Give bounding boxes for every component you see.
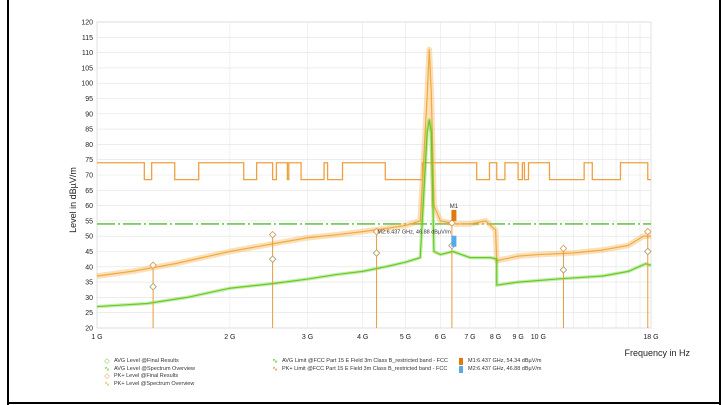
x-tick-label: 9 G (512, 334, 523, 341)
legend-entry: ∿ AVG Limit @FCC Part 15 E Field 3m Class… (268, 358, 448, 366)
legend-entry: ∿ PK+ Limit @FCC Part 15 E Field 3m Class… (268, 366, 448, 374)
wave-icon: ∿ (272, 358, 278, 365)
y-tick-label: 90 (85, 111, 93, 118)
pk-final-result-point (149, 261, 157, 270)
x-tick-label: 2 G (224, 334, 235, 341)
legend-left: ◇ AVG Level @Final Results ∿ AVG Level @Spe… (100, 358, 195, 388)
y-tick-label: 30 (85, 295, 93, 302)
avg-final-result-point (372, 249, 381, 257)
legend-entry-label: PK+ Level @Spectrum Overview (114, 380, 195, 387)
pk-final-result-point (559, 244, 568, 253)
x-tick-label: 3 G (302, 334, 313, 341)
legend-entry-label: M2:6.437 GHz, 46.88 dBµV/m (468, 365, 542, 372)
y-tick-label: 110 (82, 50, 93, 57)
y-tick-label: 105 (81, 65, 93, 72)
x-tick-label: 6 G (435, 334, 446, 341)
pk-final-result-point (643, 227, 652, 236)
marker-layer: M1 M2:6.437 GHz, 46.88 dBµV/m (377, 204, 459, 247)
y-tick-label: 20 (85, 326, 93, 333)
avg-final-result-point (149, 282, 157, 291)
y-axis-label: Level in dBµV/m (68, 167, 78, 233)
y-tick-label: 75 (85, 157, 93, 164)
marker-square-icon (459, 365, 463, 373)
legend-entry-label: PK+ Limit @FCC Part 15 E Field 3m Class … (282, 365, 448, 372)
tick-labels: 20 25 30 35 40 45 50 55 60 65 70 75 80 85 90 95 100 105 11… (81, 20, 658, 342)
legend-entry-label: AVG Level @Spectrum Overview (114, 365, 195, 372)
x-tick-label: 4 G (357, 334, 368, 341)
avg-final-result-point (268, 255, 277, 263)
y-tick-label: 70 (85, 173, 93, 180)
x-tick-label: 7 G (464, 334, 475, 341)
diamond-icon: ◇ (104, 358, 110, 365)
y-tick-label: 50 (85, 234, 93, 241)
marker-m1-label: M1 (450, 204, 459, 210)
frame-bottom-border (7, 402, 721, 404)
frame-left-border (7, 0, 9, 405)
y-tick-label: 25 (85, 310, 93, 317)
pk-limit-line (97, 162, 651, 181)
legend-entry: M2:6.437 GHz, 46.88 dBµV/m (455, 366, 541, 374)
avg-final-result-point (559, 266, 568, 274)
y-tick-label: 95 (85, 96, 93, 103)
x-axis-label: Frequency in Hz (624, 348, 690, 358)
wave-icon: ∿ (104, 380, 110, 388)
legend-entry-label: M1:6.437 GHz, 54.34 dBµV/m (468, 358, 542, 364)
y-tick-label: 80 (85, 142, 93, 149)
legend-entry-label: AVG Limit @FCC Part 15 E Field 3m Class … (282, 358, 448, 364)
legend-entry: ◇ PK+ Level @Final Results (100, 373, 195, 381)
legend-entry-label: PK+ Level @Final Results (114, 373, 179, 380)
x-tick-label: 5 G (400, 334, 411, 341)
marker-m1 (451, 209, 457, 221)
pk-final-result-point (268, 230, 277, 239)
grid (96, 21, 652, 329)
y-tick-label: 55 (85, 218, 93, 225)
series-line-3 (96, 119, 652, 308)
wave-icon: ∿ (272, 365, 278, 373)
pk-final-result-point (448, 219, 456, 227)
legend-entry: M1:6.437 GHz, 54.34 dBµV/m (455, 358, 541, 366)
legend-middle: ∿ AVG Limit @FCC Part 15 E Field 3m Class… (268, 358, 448, 373)
y-tick-label: 60 (85, 203, 93, 210)
legend-entry: ∿ AVG Level @Spectrum Overview (100, 366, 195, 374)
marker-square-icon (459, 358, 463, 366)
diamond-icon: ◇ (104, 373, 110, 381)
y-tick-label: 65 (85, 188, 93, 195)
wave-icon: ∿ (104, 365, 110, 373)
x-tick-label: 8 G (490, 334, 501, 341)
y-tick-label: 115 (82, 35, 93, 42)
marker-m2 (451, 235, 457, 247)
marker-m2-label: M2:6.437 GHz, 46.88 dBµV/m (377, 230, 451, 236)
y-tick-label: 45 (85, 249, 93, 256)
avg-final-result-point (643, 247, 652, 256)
legend-right: M1:6.437 GHz, 54.34 dBµV/m M2:6.437 GHz, … (455, 358, 541, 373)
x-tick-label: 1 G (91, 334, 102, 341)
x-tick-label: 18 G (643, 334, 658, 341)
y-tick-label: 100 (81, 81, 93, 88)
y-tick-label: 35 (85, 280, 93, 287)
series-line-2 (96, 48, 651, 277)
series-layer (96, 46, 652, 309)
frame-right-border (719, 0, 721, 405)
pk-final-result-point (372, 227, 381, 236)
legend-entry: ∿ PK+ Level @Spectrum Overview (100, 381, 195, 389)
legend-entry-label: AVG Level @Final Results (114, 358, 179, 364)
legend-entry: ◇ AVG Level @Final Results (100, 358, 195, 366)
y-tick-label: 85 (85, 127, 93, 134)
x-tick-label: 10 G (531, 334, 546, 341)
y-tick-label: 40 (85, 264, 93, 271)
y-tick-label: 120 (81, 20, 93, 27)
